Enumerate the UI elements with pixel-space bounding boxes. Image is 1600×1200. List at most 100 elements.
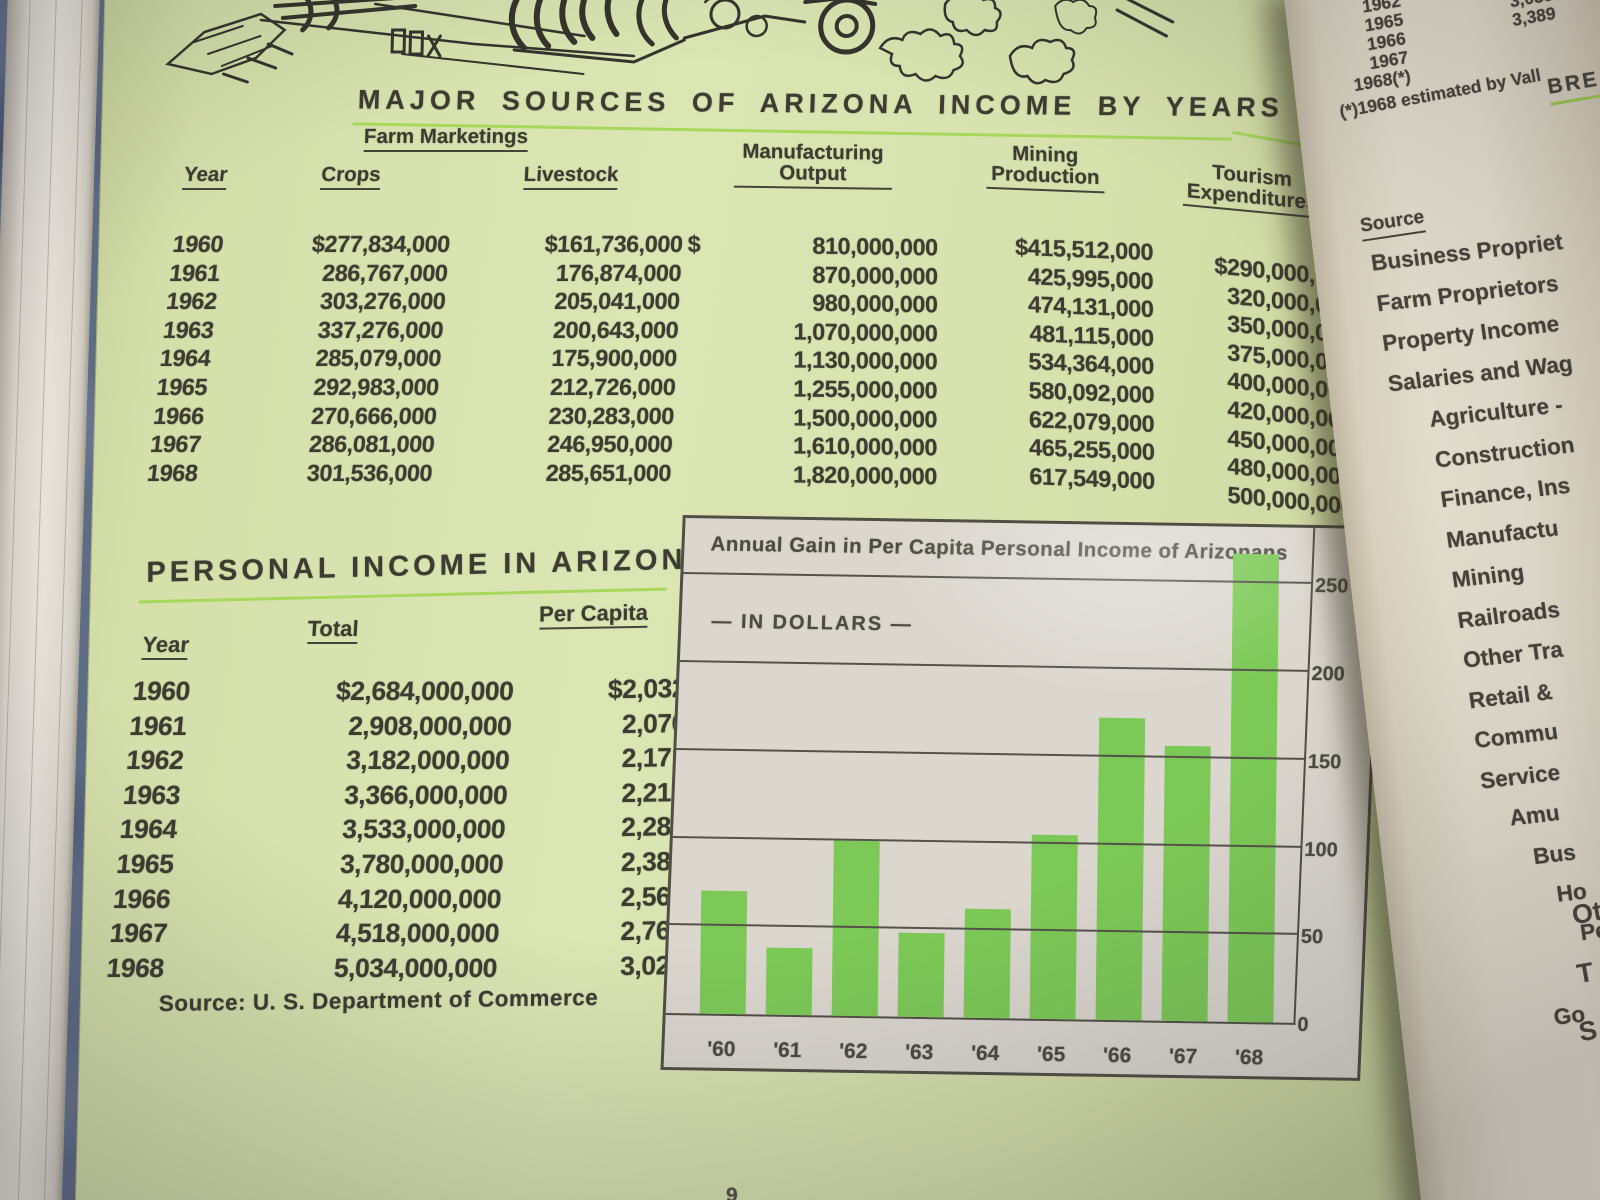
personal-cell-per_capita: 2,171 <box>621 742 686 774</box>
table-cell-crops: 285,079,000 <box>314 345 442 372</box>
table-column-crops: Crops $277,834,000 286,767,000 303,276,000 3… <box>223 136 458 487</box>
table-cell-year: 1964 <box>158 345 212 372</box>
personal-header-label: Total <box>306 616 359 644</box>
personal-cell-year: 1967 <box>108 918 169 949</box>
table-cell-manufacturing: 1,820,000,000 <box>792 461 937 490</box>
personal-cell-total: 3,182,000,000 <box>345 745 511 776</box>
table-cell-livestock: 176,874,000 <box>555 259 682 286</box>
bar-'67 <box>1161 745 1211 1022</box>
personal-cell-per_capita: 3,027 <box>620 949 685 981</box>
y-axis-label: 0 <box>1296 1013 1309 1037</box>
income-source-list: Business Propriet Farm Proprietors Propert… <box>1368 222 1600 1046</box>
personal-cell-year: 1965 <box>115 848 175 879</box>
table-cell-year: 1962 <box>164 288 219 315</box>
table-cell-livestock: 230,283,000 <box>548 402 675 429</box>
table-cell-crops: $277,834,000 <box>310 231 451 257</box>
table-cell-crops: 270,666,000 <box>310 402 438 429</box>
personal-cell-per_capita: 2,219 <box>621 776 686 808</box>
column-header-year: Year <box>159 136 250 230</box>
personal-header-label: Year <box>141 632 190 660</box>
personal-cell-year: 1961 <box>128 710 188 741</box>
personal-cell-per_capita: 2,070 <box>621 707 686 739</box>
personal-column-total: Total $2,684,000,000 2,908,000,000 3,182,00… <box>186 604 519 985</box>
column-header-mining: Mining Production <box>938 136 1153 238</box>
table-cell-manufacturing: 1,255,000,000 <box>793 375 938 404</box>
bar-'63 <box>897 932 945 1018</box>
personal-header-year: Year <box>124 604 209 674</box>
x-axis-label: '61 <box>772 1038 802 1063</box>
personal-cell-total: 2,908,000,000 <box>347 710 513 741</box>
table-cell-manufacturing: 1,610,000,000 <box>793 432 937 461</box>
personal-header-total: Total <box>204 604 518 674</box>
chart-plot-area <box>665 518 1316 1025</box>
personal-cell-total: 5,034,000,000 <box>333 952 498 983</box>
x-axis-label: '65 <box>1036 1042 1066 1067</box>
column-header-label: Tourism Expenditures <box>1182 158 1322 219</box>
table-cell-year: 1960 <box>171 231 225 257</box>
table-cell-crops: 286,767,000 <box>321 259 449 286</box>
edge-text-fragment: Ot <box>1569 895 1600 931</box>
bar-'65 <box>1029 834 1078 1020</box>
bar-'66 <box>1095 717 1146 1021</box>
per-capita-gain-chart: Annual Gain in Per Capita Personal Incom… <box>660 515 1383 1081</box>
x-axis-label: '68 <box>1234 1045 1264 1070</box>
table-column-livestock: Livestock $161,736,000 176,874,000 205,041,… <box>440 136 688 487</box>
personal-cell-year: 1960 <box>131 676 192 706</box>
personal-income-title: PERSONAL INCOME IN ARIZONA <box>146 543 712 589</box>
table-cell-year: 1961 <box>168 259 222 286</box>
column-header-label: Year <box>182 163 229 190</box>
personal-cell-total: $2,684,000,000 <box>335 676 515 706</box>
table-cell-livestock: $161,736,000 <box>544 231 684 257</box>
x-axis-label: '62 <box>838 1039 868 1064</box>
column-header-label: Manufacturing Output <box>733 140 892 190</box>
column-header-manufacturing: Manufacturing Output <box>688 136 938 233</box>
personal-cell-total: 3,366,000,000 <box>343 779 509 810</box>
personal-cell-year: 1964 <box>118 814 179 845</box>
personal-cell-per_capita: 2,561 <box>620 880 685 912</box>
table-cell-crops: 301,536,000 <box>305 459 434 486</box>
table-cell-livestock: 285,651,000 <box>545 459 672 486</box>
table-column-manufacturing: Manufacturing Output $810,000,000 870,000,… <box>687 136 938 491</box>
x-axis-label: '63 <box>904 1040 934 1065</box>
personal-cell-per_capita: 2,385 <box>620 845 685 878</box>
column-header-label: Mining Production <box>986 142 1105 194</box>
table-cell-livestock: 200,643,000 <box>552 316 679 343</box>
dollar-sign: $ <box>687 230 701 258</box>
personal-cell-per_capita: 2,760 <box>620 915 685 947</box>
personal-cell-total: 4,518,000,000 <box>335 918 500 949</box>
column-header-label: Livestock <box>522 163 619 190</box>
column-header-livestock: Livestock <box>453 136 688 230</box>
table-cell-manufacturing: 870,000,000 <box>812 261 938 290</box>
table-cell-manufacturing: 980,000,000 <box>812 289 938 318</box>
table-cell-year: 1965 <box>155 373 209 400</box>
personal-cell-year: 1963 <box>121 779 182 810</box>
table-cell-livestock: 246,950,000 <box>546 431 674 458</box>
bar-'60 <box>699 890 748 1015</box>
personal-income-table: Year 1960 1961 1962 1963 1964 1965 1966 1967 1968… <box>105 600 687 985</box>
x-axis-label: '66 <box>1102 1043 1132 1068</box>
table-cell-livestock: 205,041,000 <box>553 288 681 315</box>
personal-cell-year: 1966 <box>111 883 172 914</box>
table-cell-crops: 286,081,000 <box>308 431 436 458</box>
personal-cell-total: 3,780,000,000 <box>339 848 505 879</box>
bar-'64 <box>963 908 1011 1019</box>
source-note: Source: U. S. Department of Commerce <box>158 984 599 1017</box>
table-cell-crops: 292,983,000 <box>312 373 440 400</box>
personal-cell-year: 1968 <box>105 952 166 983</box>
page-edge-crease <box>0 0 31 1200</box>
page-number: 9 <box>726 1184 738 1200</box>
table-cell-livestock: 212,726,000 <box>549 373 676 400</box>
table-cell-crops: 303,276,000 <box>319 288 447 315</box>
table-cell-manufacturing: 1,130,000,000 <box>793 346 938 375</box>
chart-bars <box>666 518 1300 1023</box>
bar-'68 <box>1227 553 1280 1023</box>
y-axis-label: 100 <box>1303 838 1339 862</box>
table-cell-manufacturing: $810,000,000 <box>688 230 938 262</box>
x-axis-label: '67 <box>1168 1044 1198 1069</box>
major-sources-table: Farm Marketings Year 1960 1961 1962 1963 1964… <box>146 125 1354 519</box>
personal-column-per_capita: Per Capita $2,032 2,070 2,171 2,219 2,281 2,38… <box>516 600 687 985</box>
y-axis-label: 50 <box>1300 926 1324 949</box>
farm-industry-illustration <box>165 0 1175 85</box>
x-axis-label: '60 <box>706 1037 736 1062</box>
